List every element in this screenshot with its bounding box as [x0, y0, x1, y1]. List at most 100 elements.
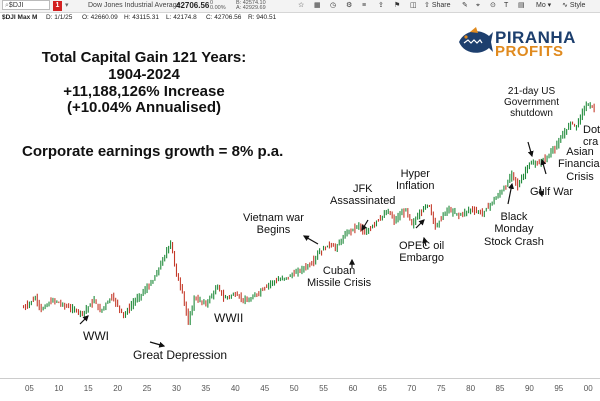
- label-dotcom-line2: cra: [583, 136, 599, 149]
- info-low: L: 42174.8: [166, 14, 197, 21]
- info-symbol: $DJI Max M: [2, 14, 38, 21]
- label-opec: OPEC oil Embargo: [399, 240, 444, 265]
- label-wwi: WWI: [83, 329, 109, 343]
- flag-icon[interactable]: ⚑: [394, 2, 401, 9]
- x-axis: 05 10 15 20 25 30 35 40 45 50 55 60 65 70 75 80 85 90 95 00: [0, 378, 600, 401]
- x-tick-label: 90: [524, 384, 534, 393]
- dropdown-icon[interactable]: ▾: [65, 2, 69, 9]
- search-icon: ⌕: [5, 2, 9, 9]
- change-percent: 0.00%: [210, 5, 226, 11]
- headline-block: Total Capital Gain 121 Years: 1904-2024 …: [34, 49, 254, 117]
- label-cuban-line1: Cuban: [322, 265, 356, 277]
- info-open: O: 42660.09: [82, 14, 118, 21]
- label-wwii: WWII: [214, 311, 244, 325]
- share-label: Share: [431, 2, 451, 9]
- period-button[interactable]: Mo ▾: [536, 2, 552, 9]
- text-icon[interactable]: T: [504, 2, 509, 9]
- label-dotcom: Dot cra: [583, 124, 600, 149]
- label-asian-crisis: Asian Financial Crisis: [558, 146, 600, 183]
- event-arrow: [361, 219, 369, 232]
- price-candles: [22, 101, 595, 326]
- bid-value: B: 42574.10: [236, 0, 266, 6]
- alert-badge[interactable]: 1: [53, 1, 62, 11]
- calendar-icon[interactable]: ▦: [314, 2, 321, 9]
- info-range: R: 940.51: [248, 14, 277, 21]
- symbol-input[interactable]: ⌕$DJI: [2, 0, 50, 10]
- label-black-monday: Black Monday Stock Crash: [484, 211, 544, 248]
- favorite-icon[interactable]: ☆: [298, 2, 305, 9]
- label-hyper-line2: Inflation: [396, 180, 435, 193]
- piranha-fish-icon: [459, 27, 493, 53]
- list-icon[interactable]: ≡: [362, 2, 367, 9]
- event-arrow: [527, 141, 534, 158]
- label-opec-line2: Embargo: [399, 252, 444, 265]
- x-tick-label: 95: [554, 384, 564, 393]
- brand-name-bottom: PROFITS: [495, 43, 564, 60]
- x-tick-label: 15: [83, 384, 93, 393]
- change-value: 0: [210, 0, 214, 6]
- x-tick-label: 25: [142, 384, 152, 393]
- event-arrow: [149, 341, 166, 348]
- chart-icon[interactable]: ◫: [410, 2, 417, 9]
- style-label: Style: [569, 2, 586, 9]
- label-dotcom-line1: Dot: [583, 124, 600, 136]
- symbol-description: Dow Jones Industrial Average: [88, 2, 181, 9]
- x-tick-label: 85: [495, 384, 505, 393]
- layout-icon[interactable]: ▤: [518, 2, 525, 9]
- drawing-icon[interactable]: ✎: [462, 2, 468, 9]
- headline-line4: (+10.04% Annualised): [66, 99, 222, 117]
- bid-ask-block: B: 42574.10 A: 42929.69: [236, 0, 266, 11]
- piranha-profits-logo: PIRANHA PROFITS: [456, 26, 596, 60]
- event-arrows: [79, 141, 547, 348]
- x-tick-label: 45: [260, 384, 270, 393]
- event-arrow: [79, 315, 89, 325]
- change-block: 0 0.00%: [210, 0, 226, 11]
- pulse-icon: ∿: [562, 2, 568, 9]
- label-hyper-line1: Hyper: [400, 168, 430, 180]
- crosshair-icon[interactable]: ⌖: [476, 2, 480, 9]
- x-tick-label: 65: [377, 384, 387, 393]
- x-tick-label: 00: [583, 384, 593, 393]
- label-asian-line2: Financial: [558, 158, 600, 171]
- settings-icon[interactable]: ⚙: [346, 2, 353, 9]
- event-arrow: [538, 185, 545, 198]
- share-icon: ⇧: [424, 2, 430, 9]
- label-black-line2: Monday: [494, 223, 534, 236]
- headline-line1: Total Capital Gain 121 Years:: [41, 49, 247, 66]
- period-label: Mo: [536, 2, 546, 9]
- event-arrow: [507, 182, 515, 205]
- label-shutdown-line1: 21-day US: [507, 86, 556, 97]
- label-asian-line3: Crisis: [566, 170, 594, 183]
- x-tick-label: 60: [348, 384, 358, 393]
- label-jfk-line2: Assassinated: [330, 195, 396, 208]
- export-icon[interactable]: ⇪: [378, 2, 384, 9]
- label-shutdown-line2: Government: [504, 97, 560, 109]
- label-opec-line1: OPEC oil: [399, 240, 445, 252]
- label-asian-line1: Asian: [566, 146, 594, 158]
- headline-line2: 1904-2024: [108, 65, 180, 83]
- symbol-value: $DJI: [8, 2, 24, 9]
- x-tick-label: 05: [24, 384, 34, 393]
- style-button[interactable]: ∿ Style: [562, 1, 585, 11]
- top-toolbar: ⌕$DJI 1 ▾ Dow Jones Industrial Average 4…: [0, 0, 600, 13]
- event-arrow: [302, 235, 319, 245]
- ohlc-info-bar: $DJI Max M D: 1/1/25 O: 42660.09 H: 4311…: [0, 13, 600, 23]
- x-tick-label: 80: [466, 384, 476, 393]
- alarm-icon[interactable]: ◷: [330, 2, 337, 9]
- price-chart[interactable]: [0, 24, 600, 378]
- last-price: 42706.56: [176, 1, 210, 10]
- x-tick-label: 20: [113, 384, 123, 393]
- label-black-line1: Black: [500, 211, 528, 223]
- x-tick-label: 55: [319, 384, 328, 393]
- event-arrow: [422, 236, 429, 247]
- label-cuban: Cuban Missile Crisis: [307, 265, 371, 290]
- magnet-icon[interactable]: ⊙: [490, 2, 496, 9]
- ask-value: A: 42929.69: [236, 5, 266, 11]
- x-tick-label: 70: [407, 384, 417, 393]
- label-shutdown-line3: shutdown: [510, 108, 553, 120]
- share-button[interactable]: ⇧ Share: [424, 1, 451, 11]
- earnings-growth-note: Corporate earnings growth = 8% p.a.: [22, 143, 284, 160]
- label-great-depression: Great Depression: [133, 348, 228, 362]
- label-shutdown: 21-day US Government shutdown: [504, 86, 559, 120]
- brand-name-top: PIRANHA: [495, 28, 576, 47]
